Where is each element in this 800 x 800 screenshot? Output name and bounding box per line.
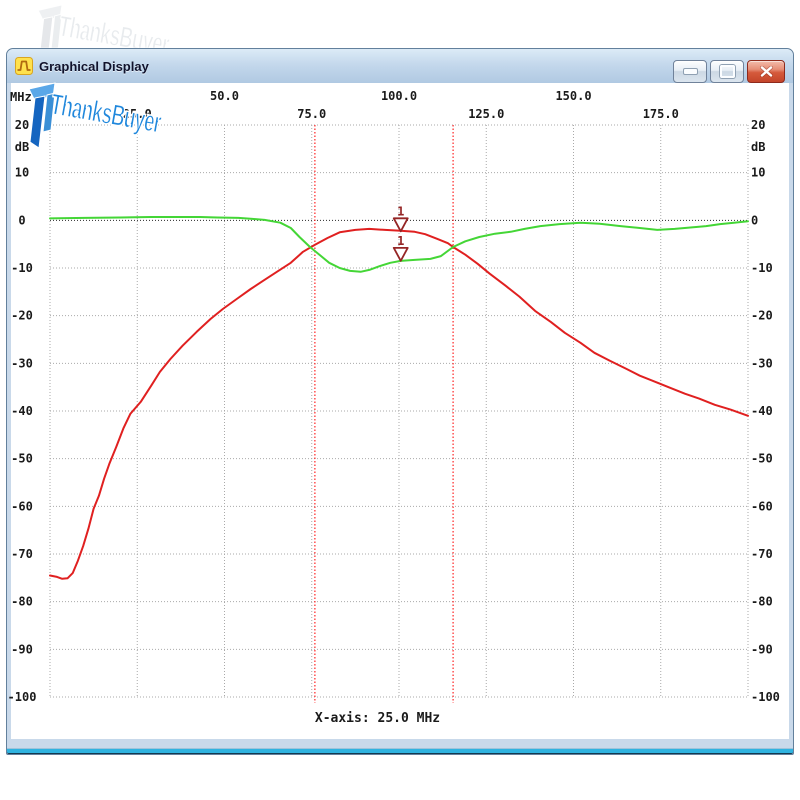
- window-bottom-edge: [7, 748, 793, 754]
- maximize-button[interactable]: [710, 60, 744, 83]
- x-axis-footer-label: X-axis: 25.0 MHz: [314, 711, 441, 726]
- minimize-button[interactable]: [673, 60, 707, 83]
- close-button[interactable]: [747, 60, 785, 83]
- plot-background: [11, 83, 789, 739]
- minimize-icon: [682, 68, 698, 75]
- titlebar[interactable]: Graphical Display: [7, 49, 793, 83]
- close-icon: [759, 66, 773, 77]
- app-window: Graphical Display: [6, 48, 794, 755]
- maximize-icon: [719, 65, 735, 78]
- app-icon: [15, 57, 33, 75]
- window-controls: [673, 60, 785, 83]
- window-title: Graphical Display: [39, 58, 149, 74]
